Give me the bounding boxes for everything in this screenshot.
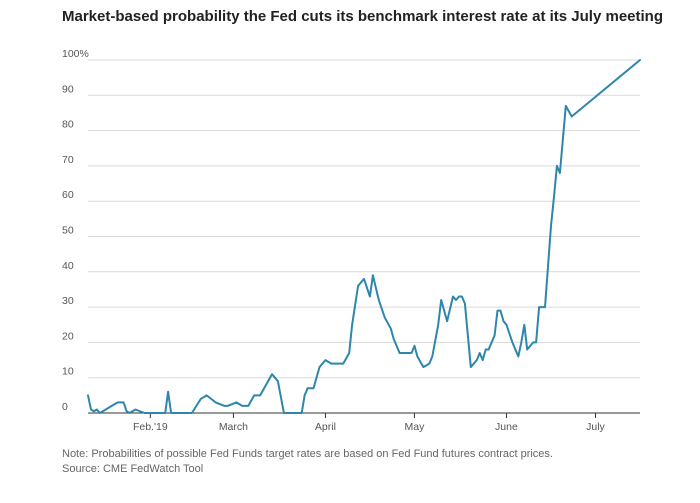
y-axis-ticks: 0 10 20 30 40 50 60 70 80 90 100% xyxy=(62,48,89,413)
y-tick-label: 100% xyxy=(62,48,89,60)
y-tick-label: 90 xyxy=(62,83,74,95)
chart-title: Market-based probability the Fed cuts it… xyxy=(62,8,663,25)
x-tick-label: May xyxy=(405,421,426,433)
y-tick-label: 10 xyxy=(62,366,74,378)
y-tick-label: 30 xyxy=(62,295,74,307)
x-tick-label: March xyxy=(219,421,248,433)
y-tick-label: 40 xyxy=(62,260,74,272)
x-tick-label: June xyxy=(495,421,518,433)
y-tick-label: 0 xyxy=(62,401,68,413)
x-tick-label: July xyxy=(586,421,605,433)
grid-lines xyxy=(88,59,640,379)
source-text: Source: CME FedWatch Tool xyxy=(62,463,204,475)
y-tick-label: 60 xyxy=(62,189,74,201)
y-tick-label: 80 xyxy=(62,119,74,131)
y-tick-label: 50 xyxy=(62,225,74,237)
x-tick-label: April xyxy=(315,421,336,433)
probability-series-line xyxy=(87,59,641,414)
y-tick-label: 70 xyxy=(62,154,74,166)
y-tick-label: 20 xyxy=(62,330,74,342)
x-tick-label: Feb.'19 xyxy=(133,421,168,433)
note-text: Note: Probabilities of possible Fed Fund… xyxy=(62,448,553,460)
x-axis-ticks: Feb.'19 March April May June July xyxy=(133,413,606,433)
footnote: Note: Probabilities of possible Fed Fund… xyxy=(62,447,553,477)
